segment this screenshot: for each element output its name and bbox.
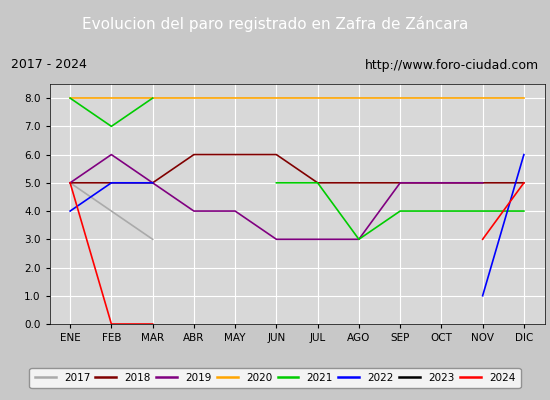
Text: 2017 - 2024: 2017 - 2024 [11,58,87,72]
Text: http://www.foro-ciudad.com: http://www.foro-ciudad.com [365,58,539,72]
Legend: 2017, 2018, 2019, 2020, 2021, 2022, 2023, 2024: 2017, 2018, 2019, 2020, 2021, 2022, 2023… [30,368,520,388]
Text: Evolucion del paro registrado en Zafra de Záncara: Evolucion del paro registrado en Zafra d… [82,16,468,32]
